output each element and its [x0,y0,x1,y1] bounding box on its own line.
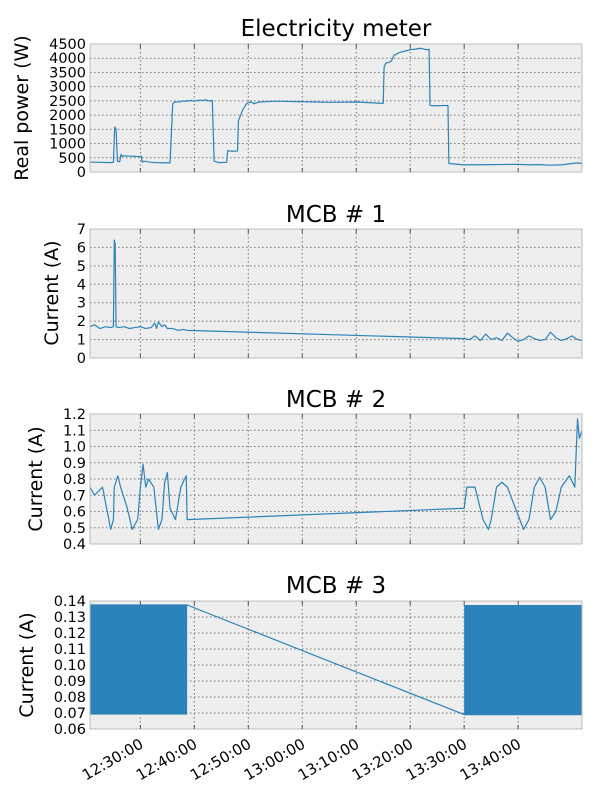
y-tick-label: 2500 [49,94,86,110]
plot-frame [89,600,583,730]
y-tick-label: 1500 [49,122,86,138]
x-tick-label: 13:40:00 [457,735,524,784]
x-tick-label: 13:00:00 [241,735,308,784]
y-tick-label: 3 [77,296,86,312]
x-tick-label: 13:10:00 [295,735,362,784]
y-tick-label: 500 [58,151,86,167]
y-tick-label: 0.12 [54,626,86,642]
panel-2: 0 1 2 3 4 5 6 7 MCB # 1 Current (A) [41,202,583,367]
y-tick-label: 4500 [49,37,86,53]
y-tick-label: 0.6 [63,505,86,521]
plot-frame [89,228,583,359]
x-tick-label: 13:20:00 [349,735,416,784]
y-tick-label: 0.7 [63,488,86,504]
y-axis-label: Real power (W) [11,35,33,180]
y-tick-label: 2000 [49,108,86,124]
y-tick-label: 1 [77,333,86,349]
x-tick-label: 12:30:00 [79,735,146,784]
plot-frame [89,413,583,545]
y-tick-label: 0.4 [63,537,86,553]
y-tick-label: 0.14 [54,594,86,610]
y-tick-label: 1000 [49,137,86,153]
y-tick-label: 0.09 [54,674,86,690]
y-axis-label: Current (A) [41,240,63,345]
y-tick-label: 1.0 [63,440,86,456]
y-tick-label: 0.10 [54,658,86,674]
y-tick-label: 0.06 [54,722,86,738]
y-tick-label: 3500 [49,65,86,81]
y-tick-label: 0.5 [63,521,86,537]
y-tick-label: 3000 [49,80,86,96]
y-tick-label: 5 [77,259,86,275]
y-tick-label: 4 [77,277,86,293]
x-tick-label: 13:30:00 [403,735,470,784]
y-tick-label: 1.1 [63,423,86,439]
plot-area [90,229,582,358]
y-tick-label: 4000 [49,51,86,67]
y-tick-label: 1.2 [63,407,86,423]
plot-area [90,44,582,172]
y-axis-label: Current (A) [16,612,38,717]
x-axis-ticks: 12:30:0012:40:0012:50:0013:00:0013:10:00… [79,735,524,784]
y-tick-label: 0 [77,165,86,181]
series-line [90,604,582,716]
series-line [89,47,583,166]
x-tick-label: 12:40:00 [133,735,200,784]
y-tick-label: 7 [77,222,86,238]
y-tick-label: 0 [77,351,86,367]
chart-title: Electricity meter [241,16,432,42]
series-line [89,418,583,530]
chart-title: MCB # 3 [286,573,386,599]
y-tick-label: 0.13 [54,610,86,626]
x-tick-label: 12:50:00 [187,735,254,784]
y-tick-label: 0.11 [54,642,86,658]
y-tick-label: 6 [77,240,86,256]
panel-4: 0.060.070.080.090.100.110.120.130.14 MCB … [16,573,583,738]
panel-3: 0.40.50.60.70.80.91.01.11.2 MCB # 2 Curren… [25,387,583,553]
y-tick-label: 2 [77,314,86,330]
plot-frame [89,43,583,173]
series-line [89,239,583,343]
y-tick-label: 0.9 [63,456,86,472]
chart-title: MCB # 1 [286,202,386,228]
chart-title: MCB # 2 [286,387,386,413]
y-tick-label: 0.08 [54,690,86,706]
y-axis-label: Current (A) [25,426,47,531]
plot-area [90,414,582,544]
y-tick-label: 0.07 [54,706,86,722]
series-band [464,605,582,715]
series-band [90,605,188,715]
y-tick-label: 0.8 [63,472,86,488]
